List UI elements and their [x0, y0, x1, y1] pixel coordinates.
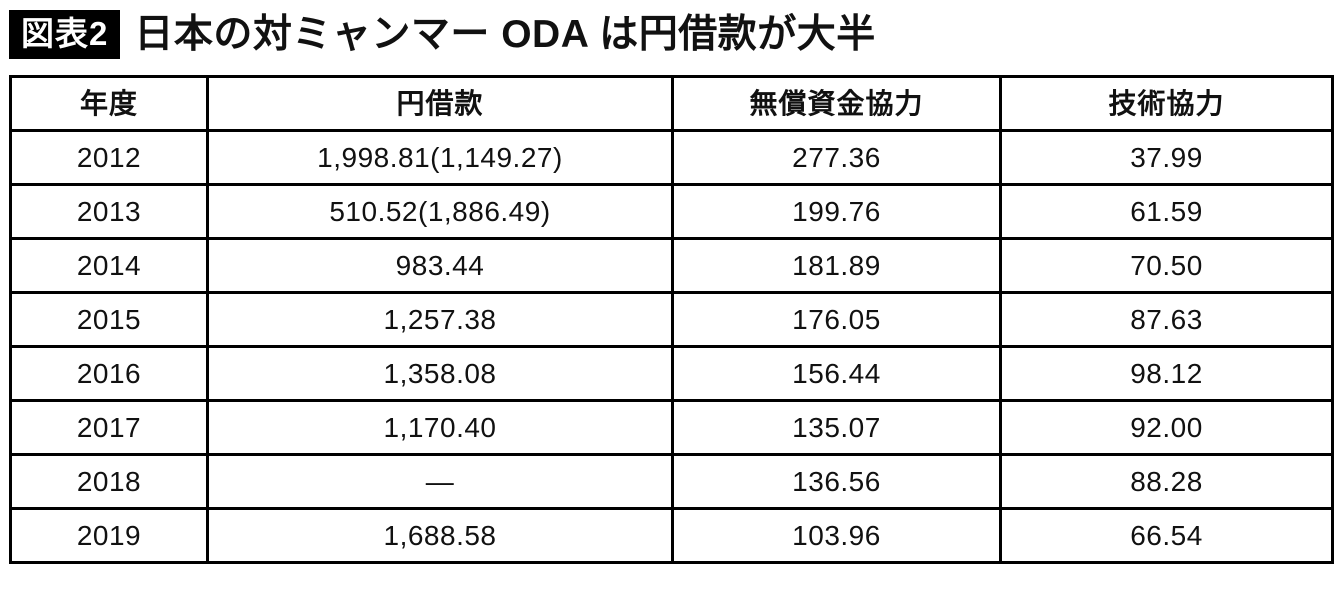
header-tech-coop: 技術協力	[999, 75, 1334, 132]
tech-coop-cell: 98.12	[999, 345, 1334, 402]
year-cell: 2012	[9, 129, 209, 186]
tech-coop-cell: 88.28	[999, 453, 1334, 510]
year-cell: 2018	[9, 453, 209, 510]
yen-loan-cell: 1,998.81(1,149.27)	[206, 129, 674, 186]
year-cell: 2014	[9, 237, 209, 294]
figure-header: 図表2 日本の対ミャンマー ODA は円借款が大半	[9, 0, 1331, 63]
table-row: 2017 1,170.40 135.07 92.00	[9, 399, 1334, 456]
year-cell: 2019	[9, 507, 209, 564]
grant-aid-cell: 199.76	[671, 183, 1002, 240]
yen-loan-cell: —	[206, 453, 674, 510]
header-grant-aid: 無償資金協力	[671, 75, 1002, 132]
figure-table-2: 図表2 日本の対ミャンマー ODA は円借款が大半 年度 円借款 無償資金協力 …	[9, 0, 1334, 564]
header-year: 年度	[9, 75, 209, 132]
grant-aid-cell: 156.44	[671, 345, 1002, 402]
tech-coop-cell: 66.54	[999, 507, 1334, 564]
figure-badge: 図表2	[9, 9, 121, 59]
yen-loan-cell: 1,358.08	[206, 345, 674, 402]
header-yen-loan: 円借款	[206, 75, 674, 132]
yen-loan-cell: 1,170.40	[206, 399, 674, 456]
tech-coop-cell: 61.59	[999, 183, 1334, 240]
tech-coop-cell: 87.63	[999, 291, 1334, 348]
grant-aid-cell: 277.36	[671, 129, 1002, 186]
table-row: 2018 — 136.56 88.28	[9, 453, 1334, 510]
grant-aid-cell: 136.56	[671, 453, 1002, 510]
figure-title: 日本の対ミャンマー ODA は円借款が大半	[134, 12, 876, 56]
year-cell: 2017	[9, 399, 209, 456]
tech-coop-cell: 92.00	[999, 399, 1334, 456]
oda-table: 年度 円借款 無償資金協力 技術協力 2012 1,998.81(1,149.2…	[9, 75, 1334, 564]
tech-coop-cell: 70.50	[999, 237, 1334, 294]
yen-loan-cell: 1,688.58	[206, 507, 674, 564]
grant-aid-cell: 176.05	[671, 291, 1002, 348]
grant-aid-cell: 103.96	[671, 507, 1002, 564]
table-header-row: 年度 円借款 無償資金協力 技術協力	[9, 75, 1334, 132]
year-cell: 2015	[9, 291, 209, 348]
yen-loan-cell: 1,257.38	[206, 291, 674, 348]
yen-loan-cell: 510.52(1,886.49)	[206, 183, 674, 240]
table-row: 2019 1,688.58 103.96 66.54	[9, 507, 1334, 564]
table-row: 2012 1,998.81(1,149.27) 277.36 37.99	[9, 129, 1334, 186]
grant-aid-cell: 181.89	[671, 237, 1002, 294]
year-cell: 2016	[9, 345, 209, 402]
table-row: 2013 510.52(1,886.49) 199.76 61.59	[9, 183, 1334, 240]
grant-aid-cell: 135.07	[671, 399, 1002, 456]
table-row: 2016 1,358.08 156.44 98.12	[9, 345, 1334, 402]
tech-coop-cell: 37.99	[999, 129, 1334, 186]
year-cell: 2013	[9, 183, 209, 240]
table-row: 2015 1,257.38 176.05 87.63	[9, 291, 1334, 348]
yen-loan-cell: 983.44	[206, 237, 674, 294]
table-row: 2014 983.44 181.89 70.50	[9, 237, 1334, 294]
